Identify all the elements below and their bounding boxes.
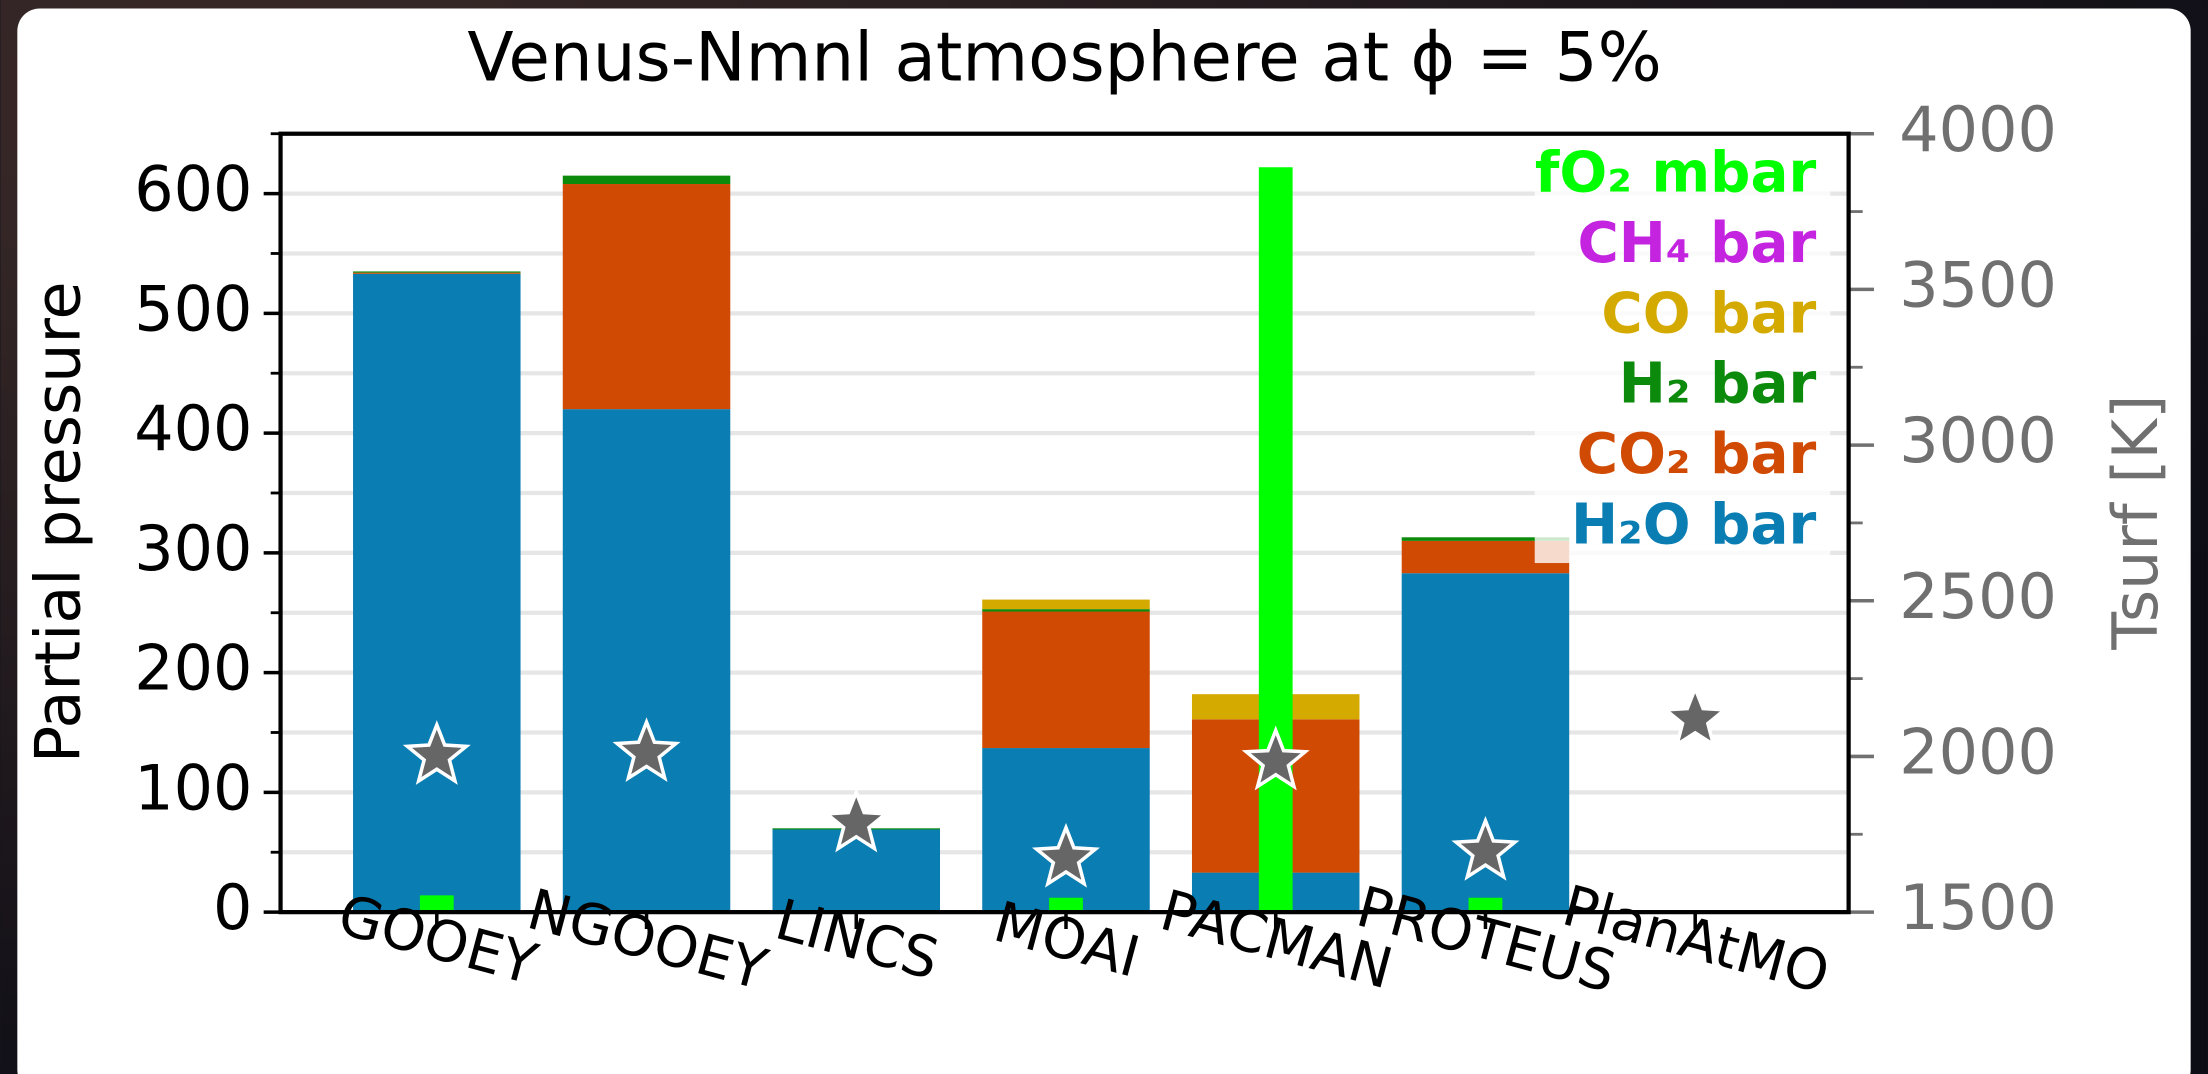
y-tick-label: 600 [134, 154, 252, 226]
bar-segment [562, 175, 731, 185]
legend-entry: H₂O bar [1571, 492, 1817, 557]
y2-tick-label: 3000 [1899, 405, 2057, 477]
legend-entry: CH₄ bar [1577, 211, 1816, 276]
legend-entry: CO bar [1601, 281, 1816, 346]
bar-segment [772, 829, 941, 913]
y-tick-label: 0 [213, 872, 252, 944]
temperature-star [1241, 725, 1310, 791]
y-axis-label: Partial pressure [22, 281, 94, 763]
y2-tick-label: 4000 [1899, 94, 2057, 166]
chart-title: Venus-Nmnl atmosphere at ϕ = 5% [467, 17, 1661, 96]
y2-tick-label: 2000 [1899, 717, 2057, 789]
temperature-star [1451, 815, 1520, 881]
bar-segment [562, 409, 731, 913]
temperature-star [822, 787, 891, 853]
y2-axis-label: Tsurf [K] [2100, 395, 2172, 651]
bar-segment [1401, 537, 1570, 541]
temperature-star [1661, 683, 1730, 749]
narrow-bar [419, 895, 454, 913]
bar-segment [982, 599, 1150, 610]
y-tick-label: 400 [134, 393, 252, 465]
temperature-star [1031, 822, 1101, 888]
y2-tick-label: 1500 [1899, 872, 2057, 944]
legend-entry: H₂ bar [1619, 352, 1817, 417]
bar-segment [562, 184, 731, 410]
y-tick-label: 100 [134, 752, 252, 824]
y-tick-label: 300 [134, 513, 252, 585]
temperature-star [612, 717, 681, 783]
bar-segment [982, 609, 1150, 612]
bar-segment [982, 611, 1150, 749]
legend-box [1534, 140, 1831, 564]
y-tick-label: 200 [134, 633, 252, 705]
y2-tick-label: 3500 [1899, 249, 2057, 321]
bar-segment [353, 271, 521, 273]
y-tick-label: 500 [134, 273, 252, 345]
narrow-bar [1468, 897, 1503, 913]
legend-entry: fO₂ mbar [1535, 141, 1817, 206]
narrow-bar [1258, 167, 1293, 913]
bar-segment [353, 272, 521, 274]
bar-segment [353, 273, 521, 913]
legend-entry: CO₂ bar [1577, 422, 1817, 487]
y2-tick-label: 2500 [1899, 561, 2057, 633]
temperature-star [402, 720, 471, 785]
narrow-bar [1049, 897, 1083, 913]
